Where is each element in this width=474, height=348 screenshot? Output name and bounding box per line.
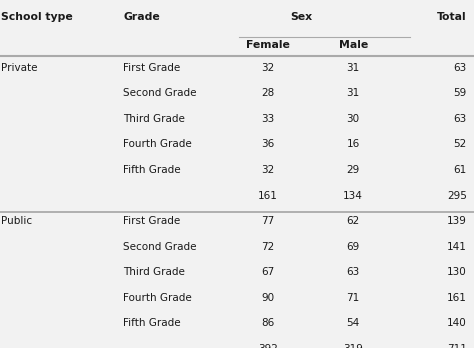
Text: Grade: Grade (123, 12, 160, 22)
Text: 77: 77 (261, 216, 274, 226)
Text: 36: 36 (261, 140, 274, 149)
Text: 33: 33 (261, 114, 274, 124)
Text: 16: 16 (346, 140, 360, 149)
Text: 32: 32 (261, 63, 274, 73)
Text: Third Grade: Third Grade (123, 114, 185, 124)
Text: Fifth Grade: Fifth Grade (123, 318, 181, 329)
Text: 72: 72 (261, 242, 274, 252)
Text: First Grade: First Grade (123, 63, 181, 73)
Text: 139: 139 (447, 216, 467, 226)
Text: 69: 69 (346, 242, 360, 252)
Text: Fifth Grade: Fifth Grade (123, 165, 181, 175)
Text: 130: 130 (447, 267, 467, 277)
Text: 52: 52 (454, 140, 467, 149)
Text: Sex: Sex (290, 12, 312, 22)
Text: 29: 29 (346, 165, 360, 175)
Text: 161: 161 (447, 293, 467, 303)
Text: 63: 63 (454, 114, 467, 124)
Text: 31: 31 (346, 63, 360, 73)
Text: Second Grade: Second Grade (123, 88, 197, 98)
Text: 32: 32 (261, 165, 274, 175)
Text: Fourth Grade: Fourth Grade (123, 293, 192, 303)
Text: 59: 59 (454, 88, 467, 98)
Text: 67: 67 (261, 267, 274, 277)
Text: Private: Private (1, 63, 37, 73)
Text: 28: 28 (261, 88, 274, 98)
Text: 295: 295 (447, 191, 467, 200)
Text: 30: 30 (346, 114, 360, 124)
Text: 134: 134 (343, 191, 363, 200)
Text: 61: 61 (454, 165, 467, 175)
Text: Fourth Grade: Fourth Grade (123, 140, 192, 149)
Text: Female: Female (246, 40, 290, 50)
Text: Second Grade: Second Grade (123, 242, 197, 252)
Text: 31: 31 (346, 88, 360, 98)
Text: Male: Male (338, 40, 368, 50)
Text: 140: 140 (447, 318, 467, 329)
Text: 319: 319 (343, 344, 363, 348)
Text: 392: 392 (258, 344, 278, 348)
Text: 54: 54 (346, 318, 360, 329)
Text: 141: 141 (447, 242, 467, 252)
Text: 86: 86 (261, 318, 274, 329)
Text: Total: Total (437, 12, 467, 22)
Text: 63: 63 (454, 63, 467, 73)
Text: Public: Public (1, 216, 32, 226)
Text: Third Grade: Third Grade (123, 267, 185, 277)
Text: First Grade: First Grade (123, 216, 181, 226)
Text: School type: School type (1, 12, 73, 22)
Text: 90: 90 (261, 293, 274, 303)
Text: 63: 63 (346, 267, 360, 277)
Text: 711: 711 (447, 344, 467, 348)
Text: 161: 161 (258, 191, 278, 200)
Text: 71: 71 (346, 293, 360, 303)
Text: 62: 62 (346, 216, 360, 226)
